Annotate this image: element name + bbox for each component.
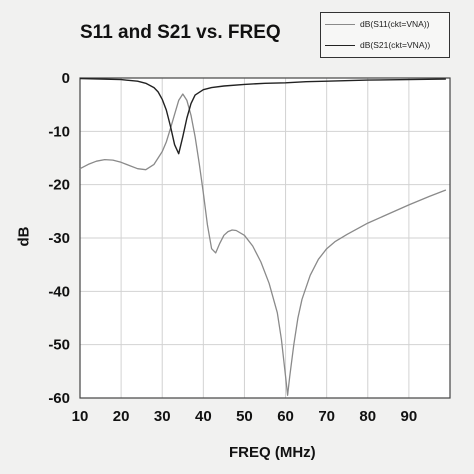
x-tick-label: 30 <box>154 408 171 425</box>
x-tick-label: 20 <box>113 408 130 425</box>
plot-frame <box>79 77 451 399</box>
x-tick-label: 70 <box>318 408 335 425</box>
legend-swatch-s21 <box>325 44 355 46</box>
series-line-s21 <box>79 77 446 155</box>
y-tick-label: -50 <box>48 337 70 354</box>
legend: dB(S11(ckt=VNA)) dB(S21(ckt=VNA)) <box>320 12 450 58</box>
y-tick-label: -40 <box>48 283 70 300</box>
x-tick-label: 60 <box>277 408 294 425</box>
y-tick-label: -30 <box>48 230 70 247</box>
legend-item-s21: dB(S21(ckt=VNA)) <box>325 39 430 51</box>
x-axis-label: FREQ (MHz) <box>229 444 316 461</box>
y-tick-label: -60 <box>48 390 70 407</box>
x-tick-label: 40 <box>195 408 212 425</box>
y-tick-label: -20 <box>48 177 70 194</box>
legend-swatch-s11 <box>325 23 355 25</box>
legend-label-s21: dB(S21(ckt=VNA)) <box>360 40 431 50</box>
x-tick-label: 10 <box>72 408 89 425</box>
series-line-s11 <box>79 93 447 396</box>
y-tick-label: -10 <box>48 123 70 140</box>
chart-title: S11 and S21 vs. FREQ <box>80 22 281 43</box>
x-tick-label: 50 <box>236 408 253 425</box>
legend-label-s11: dB(S11(ckt=VNA)) <box>360 19 430 29</box>
x-tick-label: 80 <box>359 408 376 425</box>
y-tick-label: 0 <box>62 70 70 87</box>
x-tick-label: 90 <box>401 408 418 425</box>
legend-item-s11: dB(S11(ckt=VNA)) <box>325 18 430 30</box>
